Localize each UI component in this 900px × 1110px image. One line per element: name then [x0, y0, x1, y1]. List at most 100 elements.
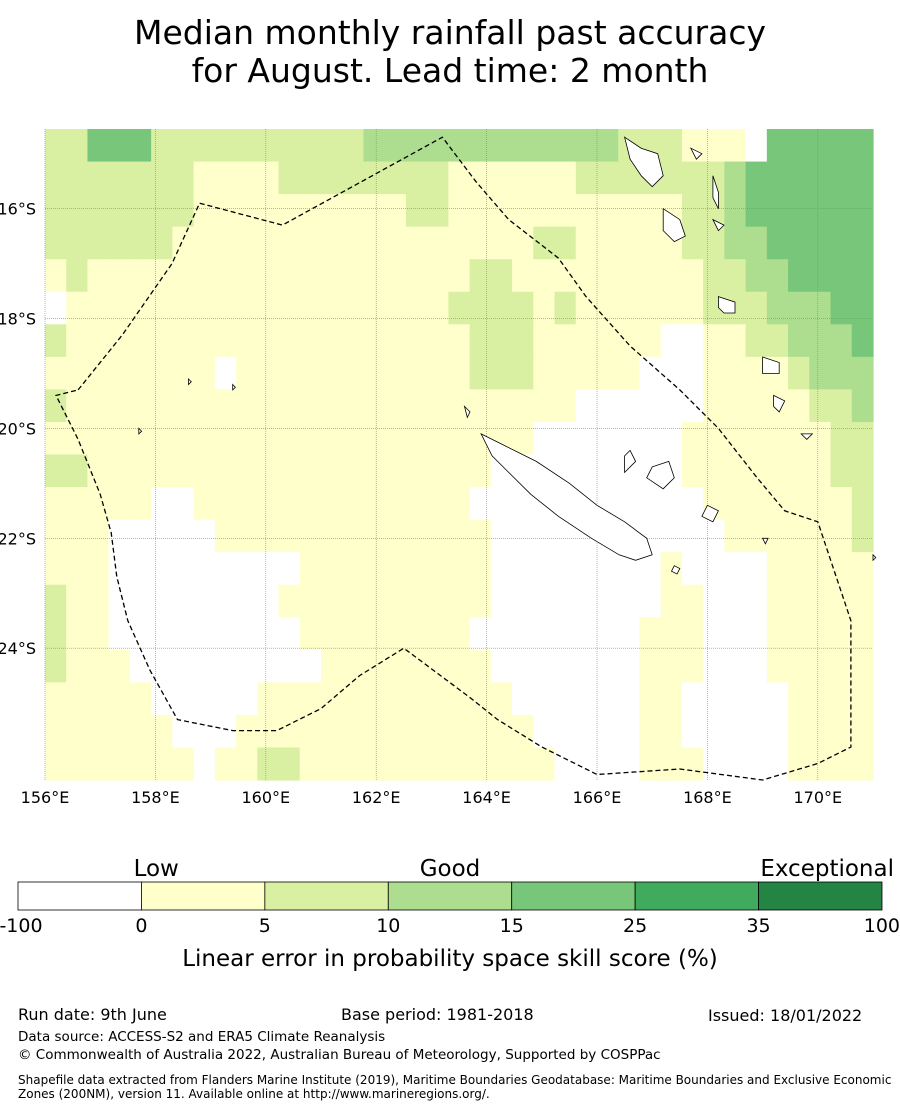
grid-cell [363, 584, 386, 618]
grid-cell [129, 454, 152, 488]
grid-cell [299, 356, 322, 390]
grid-cell [363, 617, 386, 651]
grid-cell [236, 649, 258, 683]
grid-cell [724, 519, 747, 553]
grid-cell [681, 649, 704, 683]
grid-cell [703, 356, 725, 390]
grid-cell [533, 682, 556, 716]
grid-cell [299, 324, 322, 358]
grid-cell [66, 454, 89, 488]
grid-cell [405, 324, 428, 358]
grid-cell [384, 356, 407, 390]
grid-cell [703, 389, 725, 423]
grid-cell [427, 259, 449, 293]
grid-cell [321, 259, 343, 293]
grid-cell [236, 682, 258, 716]
grid-cell [45, 291, 67, 325]
grid-cell [766, 747, 789, 781]
grid-cell [427, 617, 449, 651]
grid-cell [618, 649, 641, 683]
grid-cell [597, 129, 619, 163]
grid-cell [788, 552, 810, 586]
grid-cell [809, 226, 832, 260]
run-date: Run date: 9th June [18, 1005, 167, 1024]
grid-cell [830, 649, 853, 683]
grid-cell [214, 747, 237, 781]
island-outline [872, 553, 877, 562]
grid-cell [405, 421, 428, 456]
grid-cell [830, 617, 853, 651]
grid-cell [766, 649, 789, 683]
grid-cell [533, 552, 556, 586]
grid-cell [830, 421, 853, 456]
grid-cell [745, 324, 768, 358]
grid-cell [618, 421, 641, 456]
grid-cell [66, 584, 89, 618]
grid-cell [342, 324, 365, 358]
grid-cell [363, 291, 386, 325]
grid-cell [788, 356, 810, 390]
grid-cell [87, 226, 110, 260]
grid-cell [788, 389, 810, 423]
grid-cell [87, 617, 110, 651]
grid-cell [214, 487, 237, 521]
grid-cell [384, 714, 407, 749]
grid-cell [321, 129, 343, 163]
grid-cell [172, 552, 195, 586]
grid-cell [321, 519, 343, 553]
grid-cell [660, 747, 683, 781]
grid-cell [575, 129, 598, 163]
island-outline [712, 218, 725, 232]
grid-cell [427, 519, 449, 553]
grid-cell [533, 226, 556, 260]
grid-cell [766, 259, 789, 293]
grid-cell [405, 617, 428, 651]
grid-cell [575, 584, 598, 618]
grid-cell [45, 617, 67, 651]
grid-cell [299, 389, 322, 423]
grid-cell [469, 649, 492, 683]
grid-cell [45, 194, 67, 228]
grid-cell [151, 519, 173, 553]
colorbar: Low Good Exceptional -100 0 5 10 15 25 35 100 Lin… [0, 856, 900, 972]
colorbar-tick-label: 35 [746, 915, 770, 937]
grid-cell [66, 617, 89, 651]
grid-cell [597, 584, 619, 618]
grid-cell [618, 291, 641, 325]
grid-cell [533, 161, 556, 195]
grid-cell [172, 519, 195, 553]
grid-cell [512, 617, 534, 651]
grid-cell [660, 161, 683, 195]
grid-cell [788, 714, 810, 749]
grid-cell [639, 291, 662, 325]
grid-cell [236, 226, 258, 260]
grid-cell [639, 552, 662, 586]
grid-cell [490, 714, 513, 749]
grid-cell [299, 747, 322, 781]
grid-cell [660, 291, 683, 325]
grid-cell [66, 226, 89, 260]
grid-cell [745, 714, 768, 749]
grid-cell [427, 324, 449, 358]
grid-cell [45, 356, 67, 390]
grid-cell [363, 714, 386, 749]
grid-cell [87, 519, 110, 553]
grid-cell [830, 129, 853, 163]
grid-cell [618, 324, 641, 358]
grid-cell [512, 259, 534, 293]
grid-cell [129, 421, 152, 456]
grid-cell [703, 194, 725, 228]
grid-cell [45, 487, 67, 521]
grid-cell [66, 291, 89, 325]
grid-cell [193, 714, 216, 749]
grid-cell [448, 519, 471, 553]
grid-cell [575, 617, 598, 651]
grid-cell [639, 584, 662, 618]
grid-cell [448, 129, 471, 163]
grid-cell [151, 421, 173, 456]
grid-cell [278, 649, 301, 683]
grid-cell [87, 161, 110, 195]
grid-cell [448, 194, 471, 228]
latitude-tick-labels: 16°S 18°S 20°S 22°S 24°S [0, 200, 36, 658]
island-outline [701, 504, 719, 523]
